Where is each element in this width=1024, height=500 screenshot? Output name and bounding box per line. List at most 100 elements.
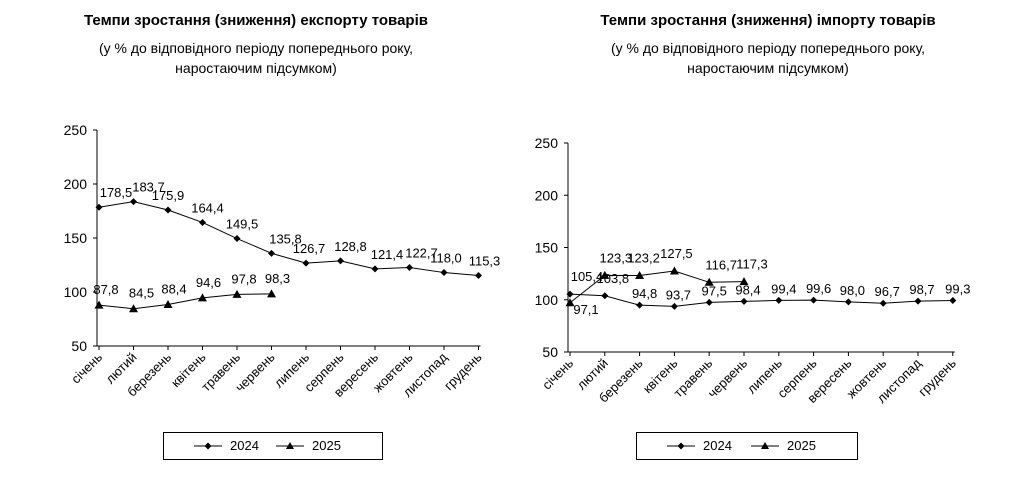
import-series-2024-data-label: 99,6	[806, 281, 831, 296]
export-subtitle-line-2: наростаючим підсумком)	[175, 60, 337, 76]
export-series-2024-data-label: 128,8	[334, 239, 367, 254]
import-series-2025-point	[669, 266, 679, 275]
import-x-tick-label: січень	[539, 355, 576, 392]
export-plot-area: 50100150200250січеньлютийберезеньквітень…	[64, 122, 501, 400]
import-series-2024-point	[775, 296, 783, 304]
export-series-2025-data-label: 87,8	[93, 282, 118, 297]
import-series-2024-data-label: 105,4	[571, 269, 604, 284]
import-series-2025-line	[569, 270, 745, 304]
import-series-2025-data-label: 97,1	[573, 302, 598, 317]
export-legend-triangle-icon	[286, 442, 294, 449]
import-series-2024-point	[566, 290, 574, 298]
export-series-2025-data-label: 88,4	[161, 282, 186, 297]
import-series-2025-data-label: 117,3	[736, 257, 768, 272]
export-legend-diamond-icon	[204, 442, 212, 450]
export-legend: 2024 2025	[163, 432, 383, 460]
export-y-tick-label: 100	[64, 284, 88, 300]
export-series-2025-point	[129, 304, 138, 313]
import-series-2024-data-label: 94,8	[632, 286, 657, 301]
export-series-2024-data-label: 121,4	[371, 247, 404, 262]
import-plot-area: 50100150200250січеньлютийберезеньквітень…	[535, 135, 971, 406]
import-series-2024-data-label: 96,7	[875, 284, 900, 299]
export-series-2025-point	[163, 300, 173, 309]
import-x-tick-label: грудень	[915, 355, 959, 399]
export-series-2024-point	[164, 206, 172, 214]
import-series-2025-point	[565, 298, 575, 307]
export-y-tick-label: 150	[64, 230, 88, 246]
import-legend-markers	[667, 442, 779, 450]
import-legend: 2024 2025	[636, 432, 858, 460]
export-series-2024-data-label: 122,7	[405, 245, 438, 260]
export-y-tick-label: 50	[71, 338, 87, 354]
import-x-tick-label: червень	[705, 355, 751, 401]
import-series-2024-data-label: 98,0	[840, 283, 865, 298]
export-series-2024-point	[440, 269, 448, 277]
export-series-2025-data-label: 97,8	[231, 271, 256, 286]
export-series-2024-point	[302, 259, 310, 267]
import-series-2024-point	[949, 296, 957, 304]
import-subtitle-line-2: наростаючим підсумком)	[687, 60, 849, 76]
export-chart-title: Темпи зростання (зниження) експорту това…	[84, 12, 428, 29]
export-series-2024-point	[337, 257, 344, 265]
export-series-2024-point	[371, 265, 379, 273]
export-series-2024-data-label: 183,7	[132, 180, 165, 195]
export-series-2024-data-label: 135,8	[269, 231, 302, 246]
export-series-2025-point	[232, 289, 242, 298]
import-series-2024-data-label: 99,3	[945, 281, 970, 296]
export-y-tick-label: 200	[64, 176, 88, 192]
import-y-tick-label: 150	[535, 240, 559, 256]
import-series-2024-line	[569, 293, 953, 307]
import-series-2024-point	[740, 297, 748, 305]
export-series-2025-point	[94, 300, 104, 309]
import-chart: Темпи зростання (зниження) імпорту товар…	[512, 0, 1024, 500]
import-series-2025-data-label: 123,2	[627, 251, 660, 266]
import-y-tick-label: 250	[535, 135, 559, 151]
export-series-2024-point	[130, 198, 137, 206]
export-legend-markers	[194, 442, 304, 450]
import-legend-label-2024: 2024	[703, 438, 732, 453]
import-series-2024-data-label: 98,7	[909, 282, 934, 297]
import-y-tick-label: 50	[542, 344, 558, 360]
import-chart-subtitle: (у % до відповідного періоду попередньог…	[512, 38, 1024, 78]
export-chart: Темпи зростання (зниження) експорту това…	[0, 12, 512, 460]
import-series-2024-data-label: 93,7	[666, 287, 691, 302]
export-series-2024-data-label: 115,3	[469, 253, 501, 268]
import-chart-title: Темпи зростання (зниження) імпорту товар…	[600, 12, 936, 29]
import-series-2024-data-label: 97,5	[702, 283, 727, 298]
import-legend-diamond-icon	[677, 442, 685, 450]
export-series-2024-point	[406, 263, 413, 271]
export-chart-subtitle: (у % до відповідного періоду попередньог…	[0, 38, 512, 78]
export-series-2024-data-label: 126,7	[293, 241, 326, 256]
import-series-2024-point	[670, 302, 678, 310]
import-legend-label-2025: 2025	[787, 438, 816, 453]
export-series-2025-data-label: 84,5	[129, 286, 154, 301]
export-series-2024-data-label: 118,0	[430, 251, 462, 266]
import-series-2025-point	[635, 271, 645, 280]
import-series-2024-point	[879, 299, 887, 307]
export-series-2024-data-label: 164,4	[191, 200, 224, 215]
export-series-2025-data-label: 98,3	[265, 271, 290, 286]
export-series-2025-point	[198, 293, 207, 302]
import-series-2025-point	[739, 277, 749, 286]
export-x-tick-label: січень	[68, 349, 105, 386]
export-subtitle-line-1: (у % до відповідного періоду попередньог…	[98, 40, 414, 56]
import-series-2024-point	[601, 292, 609, 300]
import-series-2024-data-label: 99,4	[771, 281, 796, 296]
export-series-2024-data-label: 149,5	[226, 217, 259, 232]
export-series-2024-data-label: 175,9	[152, 188, 185, 203]
import-series-2025-data-label: 123,3	[600, 250, 633, 265]
export-legend-label-2024: 2024	[230, 438, 259, 453]
export-series-2024-point	[233, 235, 241, 243]
export-x-tick-label: грудень	[441, 349, 485, 393]
export-series-2024-line	[98, 201, 479, 276]
import-series-2024-data-label: 98,4	[735, 282, 760, 297]
export-series-2024-point	[475, 271, 482, 279]
import-series-2025-data-label: 116,7	[705, 257, 737, 272]
export-y-tick-label: 250	[64, 122, 88, 138]
export-legend-label-2025: 2025	[312, 438, 341, 453]
import-series-2025-point	[600, 270, 610, 279]
import-series-2024-point	[705, 298, 713, 306]
import-series-2024-point	[914, 297, 922, 305]
import-series-2024-point	[844, 298, 852, 306]
export-series-2024-point	[268, 249, 275, 257]
